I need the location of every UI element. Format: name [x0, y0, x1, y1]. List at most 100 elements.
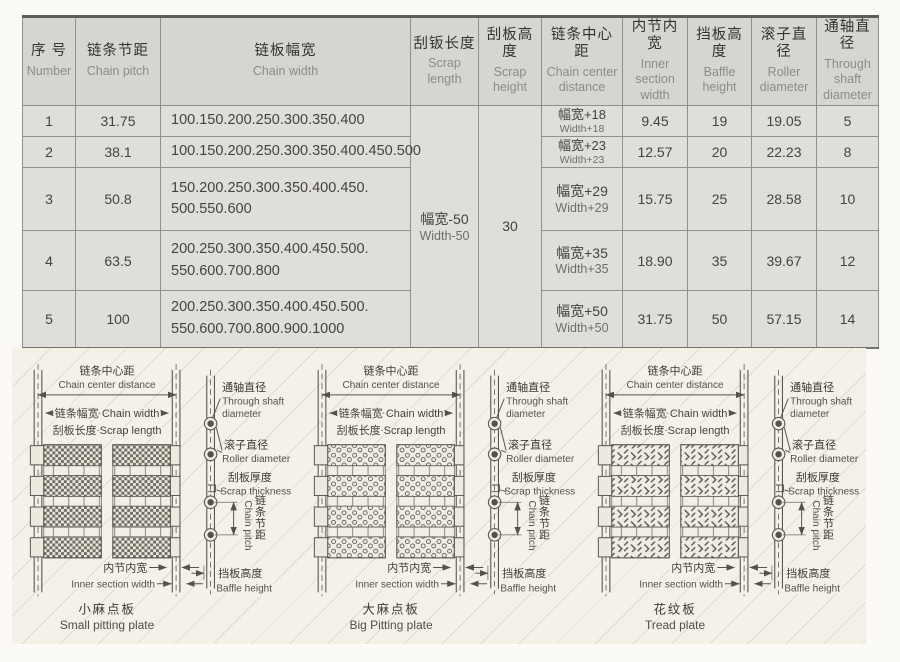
header-cn: 链板幅宽	[254, 43, 317, 60]
label-through-shaft-en2: diameter	[222, 409, 262, 420]
rollers	[203, 416, 218, 542]
label-chain-center-en: Chain center distance	[58, 380, 156, 391]
cell-inner-section-width: 12.57	[622, 135, 688, 169]
center-distance-cn: 幅宽+18	[557, 106, 607, 122]
label-through-shaft-cn: 通轴直径	[506, 380, 550, 394]
label-baffle-en: Baffle height	[784, 583, 840, 594]
table-row: 4 63.5 200.250.300.350.400.450.500. 550.600…	[22, 230, 879, 292]
label-chain-pitch-cn-2: 条	[823, 505, 834, 519]
scrap-length-cn: 幅宽-50	[420, 211, 469, 228]
diagram-caption-en: Big Pitting plate	[349, 618, 433, 632]
cell-baffle-height: 25	[687, 167, 752, 232]
label-roller-cn: 滚子直径	[508, 438, 552, 452]
diagram-panel: 链条中心距 Chain center distance 链条幅宽 Chain w…	[12, 348, 866, 644]
label-chain-pitch-cn-1: 链	[539, 493, 550, 507]
center-distance-en: Width+29	[555, 200, 609, 215]
header-cn: 通轴直径	[824, 19, 871, 53]
label-chain-pitch-en: Chain pitch	[526, 500, 537, 550]
label-scrap-thickness-en: Scrap thickness	[788, 487, 859, 498]
col-header-scrap-height: 刮板高度 Scrap height	[478, 16, 542, 106]
cell-through-shaft-diameter: 14	[816, 290, 879, 349]
header-en: Number	[26, 63, 72, 78]
width-line: 550.600.700.800	[171, 262, 280, 279]
header-en: Scrap length	[427, 55, 462, 86]
header-en: Inner section width	[635, 56, 675, 103]
col-header-through-shaft-diameter: 通轴直径 Through shaft diameter	[816, 16, 879, 106]
label-chain-center-en: Chain center distance	[342, 380, 440, 391]
header-en: Baffle height	[702, 64, 737, 95]
col-header-roller-diameter: 滚子直径 Roller diameter	[751, 16, 817, 106]
width-line: 150.200.250.300.350.400.450.	[171, 179, 369, 196]
label-scrap-thickness-cn: 刮板厚度	[512, 470, 556, 484]
header-en: Through shaft diameter	[823, 56, 872, 103]
label-inner-width-cn: 内节内宽	[387, 560, 431, 574]
header-en: Chain pitch	[86, 63, 150, 78]
cell-chain-width: 200.250.300.350.400.450.500. 550.600.700.…	[160, 230, 411, 292]
label-roller-en: Roller diameter	[790, 454, 859, 465]
cell-chain-center-distance: 幅宽+18 Width+18	[541, 104, 623, 137]
label-chain-pitch-cn-2: 条	[539, 505, 550, 519]
label-chain-pitch-en: Chain pitch	[242, 500, 253, 550]
cell-chain-center-distance: 幅宽+50 Width+50	[541, 290, 623, 349]
chain-link-rows	[43, 465, 171, 538]
header-cn: 内节内宽	[631, 19, 679, 53]
cell-number: 3	[22, 167, 76, 232]
label-chain-pitch-cn-2: 条	[255, 505, 266, 519]
diagram-tread: 链条中心距 Chain center distance 链条幅宽 Chain w…	[597, 364, 859, 632]
diagram-caption-cn: 小麻点板	[78, 601, 135, 616]
chain-link-rows	[611, 465, 739, 538]
header-cn: 链条节距	[87, 43, 149, 60]
table-header: 序 号 Number 链条节距 Chain pitch 链板幅宽 Chain widt…	[22, 16, 879, 106]
cell-number: 2	[22, 135, 76, 169]
cell-roller-diameter: 39.67	[751, 230, 817, 292]
cell-number: 5	[22, 290, 76, 349]
scrap-thickness-symbol	[207, 484, 216, 493]
center-distance-cn: 幅宽+29	[556, 183, 608, 200]
col-header-number: 序 号 Number	[22, 16, 76, 106]
header-cn: 刮板高度	[486, 26, 534, 61]
center-distance-cn: 幅宽+35	[556, 244, 608, 261]
cell-chain-width: 200.250.300.350.400.450.500. 550.600.700.…	[160, 290, 411, 349]
table-body: 1 31.75 100.150.200.250.300.350.400 幅宽-50 Wi…	[22, 104, 879, 349]
label-scrap-thickness-cn: 刮板厚度	[228, 470, 272, 484]
scraper-plates	[43, 444, 171, 559]
col-header-chain-center-distance: 链条中心距 Chain center distance	[541, 16, 623, 106]
cell-chain-pitch: 38.1	[75, 135, 161, 169]
label-baffle-cn: 挡板高度	[502, 566, 546, 580]
label-scrap-thickness-en: Scrap thickness	[220, 487, 291, 498]
header-en: Chain width	[252, 63, 319, 78]
cell-scrap-length-merged: 幅宽-50 Width-50	[410, 104, 479, 349]
cell-roller-diameter: 57.15	[751, 290, 817, 349]
spec-table-wrap: 序 号 Number 链条节距 Chain pitch 链板幅宽 Chain widt…	[22, 15, 879, 349]
label-chain-width: 链条幅宽 Chain width	[623, 406, 728, 420]
label-roller-en: Roller diameter	[222, 454, 291, 465]
label-through-shaft-en2: diameter	[506, 409, 546, 420]
label-scrap-length: 刮板长度 Scrap length	[621, 423, 730, 437]
label-inner-width-cn: 内节内宽	[671, 560, 715, 574]
cell-chain-center-distance: 幅宽+29 Width+29	[541, 167, 623, 232]
cell-chain-pitch: 100	[75, 290, 161, 349]
cell-chain-pitch: 50.8	[75, 167, 161, 232]
label-through-shaft-cn: 通轴直径	[222, 380, 266, 394]
label-roller-cn: 滚子直径	[792, 438, 836, 452]
cell-through-shaft-diameter: 8	[816, 135, 879, 169]
width-line: 100.150.200.250.300.350.400.450.500	[171, 143, 421, 160]
label-through-shaft-en1: Through shaft	[790, 396, 852, 407]
label-chain-pitch-en: Chain pitch	[810, 500, 821, 550]
header-cn: 链条中心距	[551, 26, 613, 61]
header-en: Scrap height	[492, 64, 528, 95]
rollers	[771, 416, 786, 542]
label-inner-width-en: Inner section width	[71, 580, 155, 591]
header-en: Roller diameter	[759, 64, 809, 95]
header-cn: 序 号	[30, 43, 68, 60]
table-row: 1 31.75 100.150.200.250.300.350.400 幅宽-50 Wi…	[22, 104, 879, 349]
cell-through-shaft-diameter: 5	[816, 104, 879, 137]
center-distance-en: Width+35	[555, 262, 609, 277]
label-chain-pitch-cn-3: 节	[255, 517, 266, 530]
cell-inner-section-width: 9.45	[622, 104, 688, 137]
side-view-strand	[490, 369, 499, 595]
col-header-inner-section-width: 内节内宽 Inner section width	[622, 16, 688, 106]
center-distance-cn: 幅宽+23	[557, 137, 607, 153]
label-scrap-thickness-cn: 刮板厚度	[796, 470, 840, 484]
scrap-height-value: 30	[502, 218, 518, 235]
